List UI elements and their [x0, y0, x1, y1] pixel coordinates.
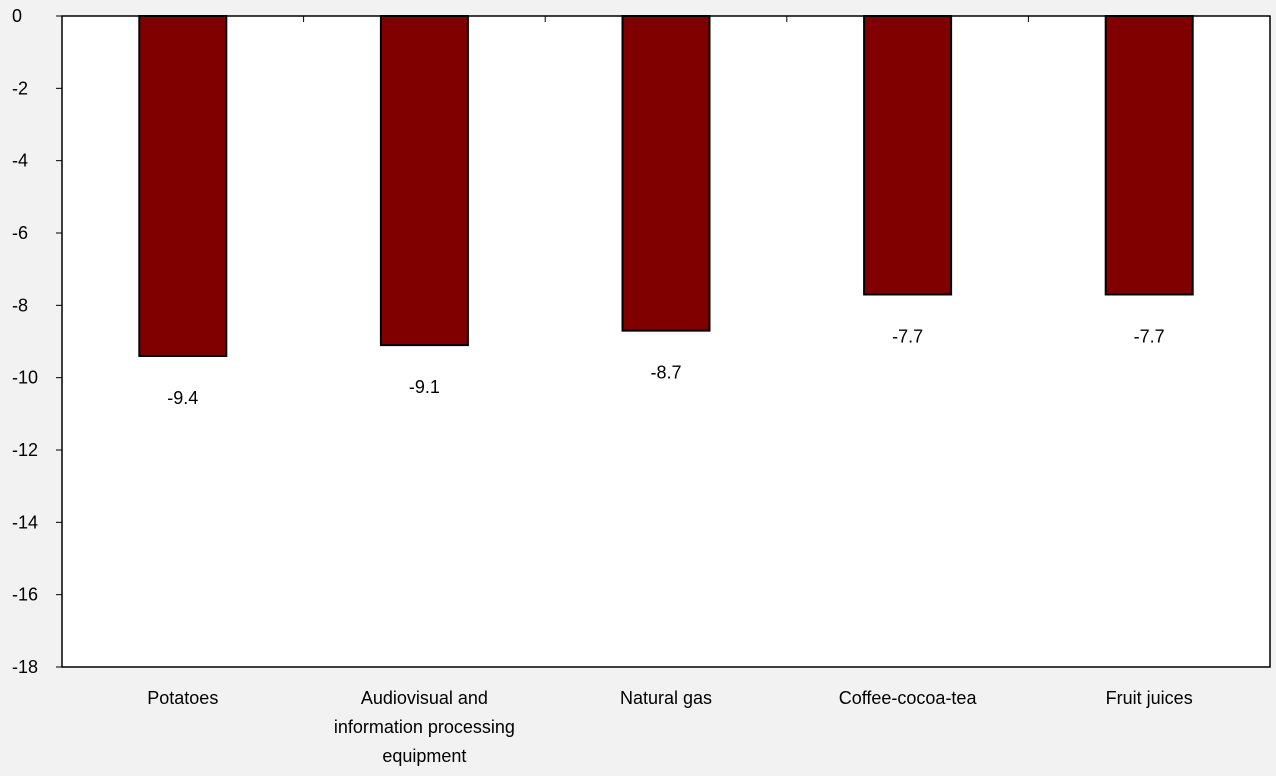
y-tick-label: -12 — [12, 440, 38, 460]
x-category-label: Potatoes — [147, 688, 218, 708]
bar — [621, 15, 711, 332]
data-label: -7.7 — [892, 326, 923, 346]
data-labels: -9.4 -9.1 -8.7 -7.7 -7.7 — [167, 326, 1164, 407]
x-category-label: Audiovisual and information processing equ… — [334, 688, 515, 766]
x-category-label-line: Potatoes — [147, 688, 218, 708]
bar — [138, 15, 228, 357]
bars-layer — [138, 15, 1194, 357]
x-category-label: Fruit juices — [1106, 688, 1193, 708]
data-label: -9.4 — [167, 388, 198, 408]
x-category-label-line: information processing — [334, 717, 515, 737]
x-category-label: Natural gas — [620, 688, 712, 708]
bar — [1104, 15, 1194, 296]
y-tick-label: -16 — [12, 585, 38, 605]
y-tick-label: -8 — [12, 295, 28, 315]
y-tick-label: -6 — [12, 223, 28, 243]
y-tick-label: 0 — [12, 6, 22, 26]
bar — [379, 15, 469, 347]
x-category-label-line: Audiovisual and — [361, 688, 488, 708]
y-tick-label: -14 — [12, 512, 38, 532]
data-label: -7.7 — [1134, 326, 1165, 346]
y-axis: 0 -2 -4 -6 -8 -10 -12 -14 -16 -18 — [12, 6, 62, 677]
bar — [863, 15, 953, 296]
y-tick-label: -18 — [12, 657, 38, 677]
data-label: -8.7 — [650, 363, 681, 383]
x-category-label-line: Coffee-cocoa-tea — [839, 688, 978, 708]
x-category-label: Coffee-cocoa-tea — [839, 688, 978, 708]
x-category-label-line: equipment — [382, 746, 466, 766]
y-tick-label: -10 — [12, 368, 38, 388]
x-category-label-line: Natural gas — [620, 688, 712, 708]
y-tick-label: -2 — [12, 78, 28, 98]
x-axis: Potatoes Audiovisual and information proce… — [147, 16, 1193, 766]
x-category-label-line: Fruit juices — [1106, 688, 1193, 708]
data-label: -9.1 — [409, 377, 440, 397]
y-tick-label: -4 — [12, 151, 28, 171]
